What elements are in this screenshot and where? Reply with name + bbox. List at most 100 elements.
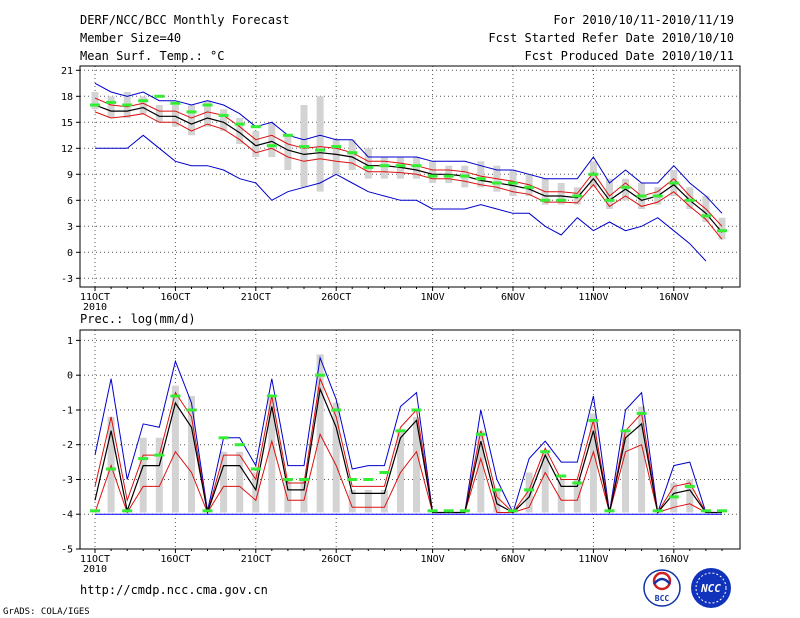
ncc-logo: NCC	[691, 568, 731, 608]
footer-url[interactable]: http://cmdp.ncc.cma.gov.cn	[80, 583, 268, 597]
precip-ytick-label: -4	[61, 510, 73, 521]
precip-observed-marker	[604, 509, 615, 513]
temp-range-bar	[188, 105, 195, 136]
temp-lower-spread-line	[94, 111, 723, 240]
temp-range-bar	[332, 139, 340, 175]
precip-observed-marker	[347, 478, 358, 481]
precip-observed-marker	[138, 457, 149, 461]
temp-range-bar	[252, 131, 260, 157]
header-title: DERF/NCC/BCC Monthly Forecast	[80, 13, 290, 27]
temp-range-bar	[107, 96, 115, 118]
precip-range-bar	[541, 451, 549, 513]
precip-observed-marker	[491, 488, 502, 492]
footer-credit: GrADS: COLA/IGES	[3, 607, 90, 617]
precip-observed-marker	[717, 509, 727, 513]
temp-observed-marker	[347, 151, 358, 155]
temp-range-bar	[364, 148, 372, 179]
temp-observed-marker	[588, 172, 599, 176]
temp-lower-extreme-line	[95, 134, 707, 262]
precip-xtick-label: 6NOV	[501, 554, 525, 565]
precip-xtick-label: 16NOV	[659, 554, 689, 565]
precip-observed-marker	[90, 509, 100, 513]
precip-observed-marker	[668, 495, 679, 499]
temp-observed-marker	[170, 101, 181, 105]
precip-observed-marker	[299, 478, 309, 481]
temp-observed-marker	[106, 100, 117, 104]
precip-observed-marker	[315, 373, 326, 377]
temp-observed-marker	[508, 181, 518, 185]
precip-xtick-label: 16OCT	[160, 554, 190, 565]
precip-observed-marker	[186, 408, 197, 412]
precip-range-bar	[477, 430, 485, 513]
temp-observed-marker	[700, 214, 711, 218]
precip-range-bar	[686, 479, 694, 513]
temp-observed-marker	[491, 181, 502, 185]
temp-range-bar	[139, 96, 147, 114]
temp-observed-marker	[684, 198, 695, 202]
temp-range-bar	[236, 118, 244, 144]
precip-observed-marker	[395, 429, 406, 433]
temp-ytick-label: 0	[67, 248, 73, 259]
temp-range-bar	[155, 105, 163, 123]
precip-observed-marker	[427, 509, 438, 513]
precip-observed-marker	[250, 467, 261, 471]
temp-observed-marker	[620, 185, 631, 189]
temp-observed-marker	[218, 113, 229, 117]
header-produced-date: Fcst Produced Date 2010/10/11	[524, 49, 734, 63]
header-forecast-period: For 2010/10/11-2010/11/19	[553, 13, 734, 27]
temp-observed-marker	[556, 198, 567, 202]
temp-ytick-label: 3	[67, 222, 73, 233]
temp-range-bar	[316, 96, 324, 192]
precip-range-bar	[525, 472, 533, 513]
precip-observed-marker	[700, 509, 711, 513]
precip-observed-marker	[652, 509, 663, 513]
temp-xtick-label: 16NOV	[659, 292, 689, 303]
precip-ytick-label: 0	[67, 371, 73, 382]
precip-ytick-label: 1	[67, 336, 73, 347]
precip-range-bar	[252, 472, 260, 513]
temp-upper-extreme-line	[94, 82, 723, 214]
temp-observed-marker	[668, 181, 679, 185]
precip-range-bar	[284, 479, 292, 513]
precip-observed-marker	[620, 429, 631, 433]
precip-observed-marker	[170, 394, 181, 398]
precipitation-panel: 1 0 -1 -2 -3 -4 -5 11OCT 16OCT 21OCT 26OCT 1NOV 6NOV…	[61, 329, 741, 575]
temp-frame	[79, 65, 741, 288]
temp-observed-marker	[138, 99, 149, 103]
precip-range-bar	[332, 403, 340, 513]
bcc-logo: BCC	[643, 569, 681, 607]
precip-observed-marker	[218, 436, 229, 440]
temp-observed-marker	[475, 177, 486, 181]
header-start-date: Fcst Started Refer Date 2010/10/10	[488, 31, 734, 45]
temp-ensemble-mean-line	[94, 104, 723, 233]
temp-ytick-label: 21	[61, 66, 73, 77]
precip-ytick-label: -1	[61, 406, 73, 417]
temp-observed-marker	[459, 174, 470, 178]
temp-observed-marker	[331, 145, 342, 149]
temp-observed-marker	[524, 185, 535, 189]
temp-range-bar	[91, 92, 99, 110]
temp-xtick-label: 6NOV	[501, 292, 525, 303]
temp-range-bar	[284, 135, 292, 170]
temp-range-bar	[413, 157, 420, 179]
precip-range-bar	[188, 396, 195, 513]
temp-ytick-label: 15	[61, 118, 73, 129]
precip-ytick-label: -2	[61, 440, 73, 451]
temp-ytick-label: 18	[61, 92, 73, 103]
temp-observed-marker	[363, 165, 374, 169]
temp-range-bar	[686, 187, 694, 209]
precip-observed-marker	[202, 509, 213, 513]
bcc-logo-text: BCC	[655, 594, 670, 603]
precip-observed-marker	[411, 408, 422, 412]
header-variable: Mean Surf. Temp.: °C	[80, 49, 225, 63]
temp-observed-marker	[299, 145, 309, 149]
temp-observed-marker	[427, 174, 438, 178]
precip-observed-marker	[588, 418, 599, 422]
precip-observed-marker	[363, 478, 374, 481]
temp-range-bar	[718, 217, 726, 240]
precip-year-label: 2010	[83, 564, 107, 575]
precip-range-bar	[397, 430, 404, 513]
temp-observed-marker	[411, 164, 422, 168]
temp-xtick-label: 11OCT	[80, 292, 110, 303]
precip-range-bar	[364, 489, 372, 513]
